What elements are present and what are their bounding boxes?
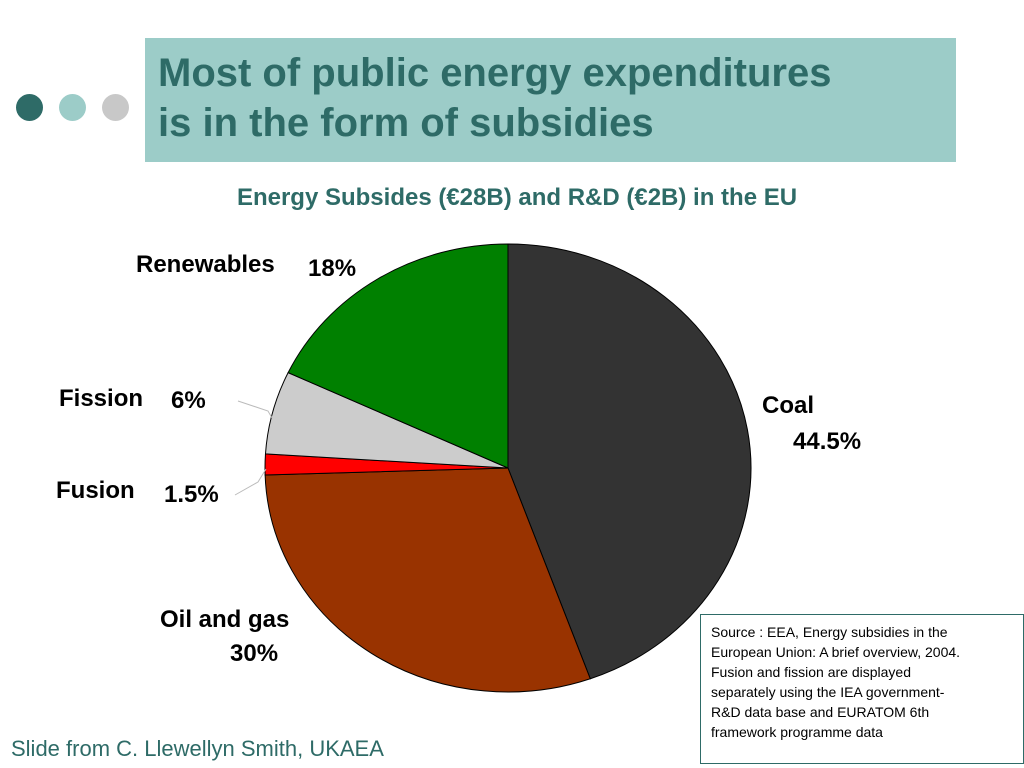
- label-coal-name: Coal: [762, 392, 815, 419]
- chart-title: Energy Subsides (€28B) and R&D (€2B) in …: [236, 184, 798, 211]
- slide-title-box: Most of public energy expenditures is in…: [145, 38, 956, 162]
- label-coal-value: 44.5%: [793, 428, 862, 455]
- label-fission-value: 6%: [171, 387, 206, 414]
- pie-slice-coal: [507, 243, 752, 680]
- label-fission-name: Fission: [59, 385, 144, 412]
- label-oil-gas-value: 30%: [230, 640, 279, 667]
- label-renewables-value: 18%: [308, 255, 357, 282]
- slide-credit: Slide from C. Llewellyn Smith, UKAEA: [11, 736, 384, 761]
- dot-light: [59, 94, 86, 121]
- leader-line-fission: [237, 400, 273, 419]
- dot-dark: [16, 94, 43, 121]
- label-oil-gas-name: Oil and gas: [160, 606, 290, 633]
- pie-slice-renewables: [287, 243, 509, 469]
- source-line: framework programme data: [711, 724, 883, 740]
- source-line: Fusion and fission are displayed: [711, 664, 912, 680]
- source-line: R&D data base and EURATOM 6th: [711, 704, 930, 720]
- dot-grey: [102, 94, 129, 121]
- pie-slice-oil-and-gas: [264, 467, 591, 693]
- source-line: separately using the IEA government-: [711, 684, 945, 700]
- label-fusion-name: Fusion: [56, 477, 135, 504]
- leader-line-fusion: [234, 468, 267, 496]
- decorative-dots: [16, 94, 129, 121]
- source-line: European Union: A brief overview, 2004.: [711, 644, 961, 660]
- slide-title-line-2: is in the form of subsidies: [158, 101, 654, 145]
- label-renewables-name: Renewables: [136, 251, 275, 278]
- slide-title-line-1: Most of public energy expenditures: [158, 51, 832, 95]
- source-note: Source : EEA, Energy subsidies in the Eu…: [700, 614, 1024, 764]
- source-line: Source : EEA, Energy subsidies in the: [711, 624, 948, 640]
- label-fusion-value: 1.5%: [164, 481, 219, 508]
